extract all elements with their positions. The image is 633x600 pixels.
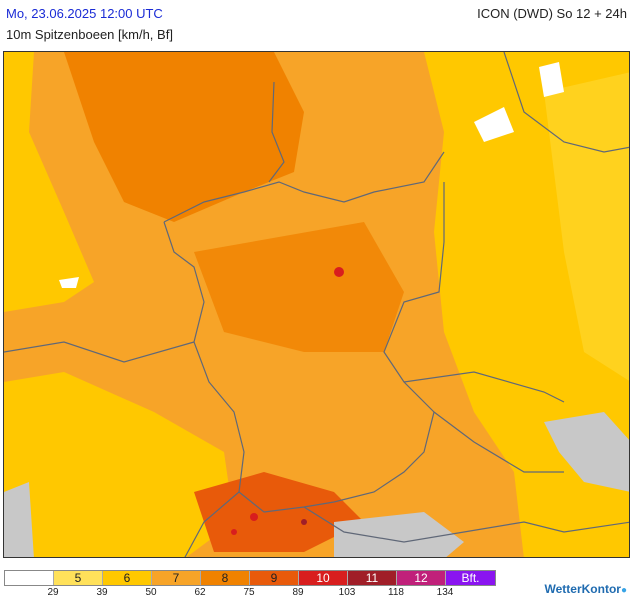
legend-tick-label: 62 bbox=[194, 587, 206, 598]
no-data-south bbox=[334, 512, 464, 557]
legend-tick-label: 39 bbox=[96, 587, 108, 598]
no-data-east bbox=[544, 412, 629, 492]
legend-swatch: 11 bbox=[348, 571, 397, 585]
legend-swatch: 7 bbox=[152, 571, 201, 585]
legend-tick-label: 29 bbox=[47, 587, 59, 598]
legend-swatch bbox=[5, 571, 54, 585]
border-alps bbox=[303, 506, 629, 543]
below-scale-patch-2 bbox=[539, 62, 564, 97]
logo-text: WetterKontor bbox=[544, 582, 621, 596]
legend-swatch: 6 bbox=[103, 571, 152, 585]
legend-tick-label: 134 bbox=[436, 587, 454, 598]
legend-swatch: 5 bbox=[54, 571, 103, 585]
gust-peak-alps-2 bbox=[231, 529, 237, 535]
border-west-germany bbox=[163, 221, 265, 513]
border-czech-austria bbox=[433, 411, 564, 473]
gust-zone-west bbox=[4, 52, 94, 312]
border-france-switzerland bbox=[184, 491, 240, 557]
gust-peak-alps-3 bbox=[301, 519, 307, 525]
wind-gust-map bbox=[3, 51, 630, 558]
legend-swatch: 12 bbox=[397, 571, 446, 585]
below-scale-patch-3 bbox=[59, 277, 79, 288]
legend-ticks: 29 39 50 62 75 89 103 118 134 bbox=[4, 587, 504, 599]
legend-swatch: 8 bbox=[201, 571, 250, 585]
coastline-baltic-east bbox=[503, 52, 629, 153]
country-borders bbox=[4, 52, 629, 557]
gust-peak-harz bbox=[334, 267, 344, 277]
variable-label: 10m Spitzenboeen [km/h, Bf] bbox=[6, 27, 173, 42]
forecast-datetime: Mo, 23.06.2025 12:00 UTC bbox=[6, 6, 163, 21]
color-legend: 5 6 7 8 9 10 11 12 Bft. bbox=[4, 570, 496, 586]
gust-zone-north-sea bbox=[64, 52, 304, 222]
legend-tick-label: 103 bbox=[338, 587, 356, 598]
legend-swatch: 10 bbox=[299, 571, 348, 585]
legend-swatch: 9 bbox=[250, 571, 299, 585]
gust-zone-central bbox=[194, 222, 404, 352]
coastline-north bbox=[163, 151, 445, 223]
border-czech-north bbox=[403, 371, 565, 403]
gust-peak-alps-1 bbox=[250, 513, 258, 521]
droplet-icon: ● bbox=[620, 585, 627, 596]
legend-tick-label: 50 bbox=[145, 587, 157, 598]
no-data-southwest bbox=[4, 482, 34, 557]
border-denmark bbox=[268, 81, 285, 183]
map-canvas bbox=[4, 52, 629, 557]
gust-zone-east-light bbox=[544, 72, 629, 381]
gust-zone-southwest bbox=[4, 372, 234, 557]
wetterkontor-logo[interactable]: WetterKontor● bbox=[545, 582, 628, 596]
legend-tick-label: 118 bbox=[388, 587, 404, 598]
legend-tick-label: 75 bbox=[243, 587, 255, 598]
below-scale-patch-1 bbox=[474, 107, 514, 142]
legend-swatch: Bft. bbox=[446, 571, 495, 585]
legend-tick-label: 89 bbox=[292, 587, 304, 598]
border-belgium-france bbox=[4, 341, 195, 363]
model-run-label: ICON (DWD) So 12 + 24h bbox=[477, 6, 627, 21]
